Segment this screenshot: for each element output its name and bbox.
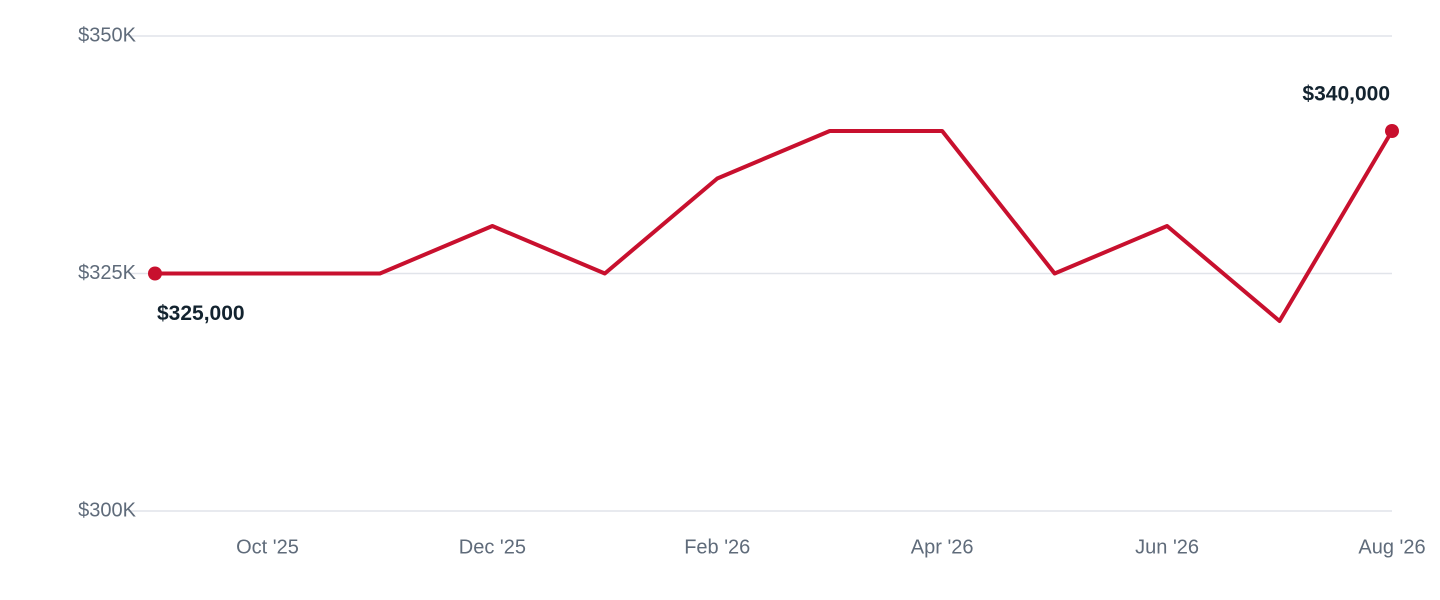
value-label: $340,000 [1302,83,1390,106]
x-tick-label: Apr '26 [911,536,974,558]
x-tick-label: Jun '26 [1135,536,1199,558]
x-tick-label: Feb '26 [684,536,750,558]
marker [1385,124,1399,138]
x-tick-label: Aug '26 [1358,536,1425,558]
y-tick-label: $350K [78,24,136,46]
y-tick-label: $325K [78,262,136,284]
x-tick-label: Dec '25 [459,536,526,558]
line [155,129,1394,323]
x-tick-label: Oct '25 [236,536,299,558]
value-label: $325,000 [157,302,245,325]
marker [148,266,162,281]
y-tick-label: $300K [78,499,136,521]
